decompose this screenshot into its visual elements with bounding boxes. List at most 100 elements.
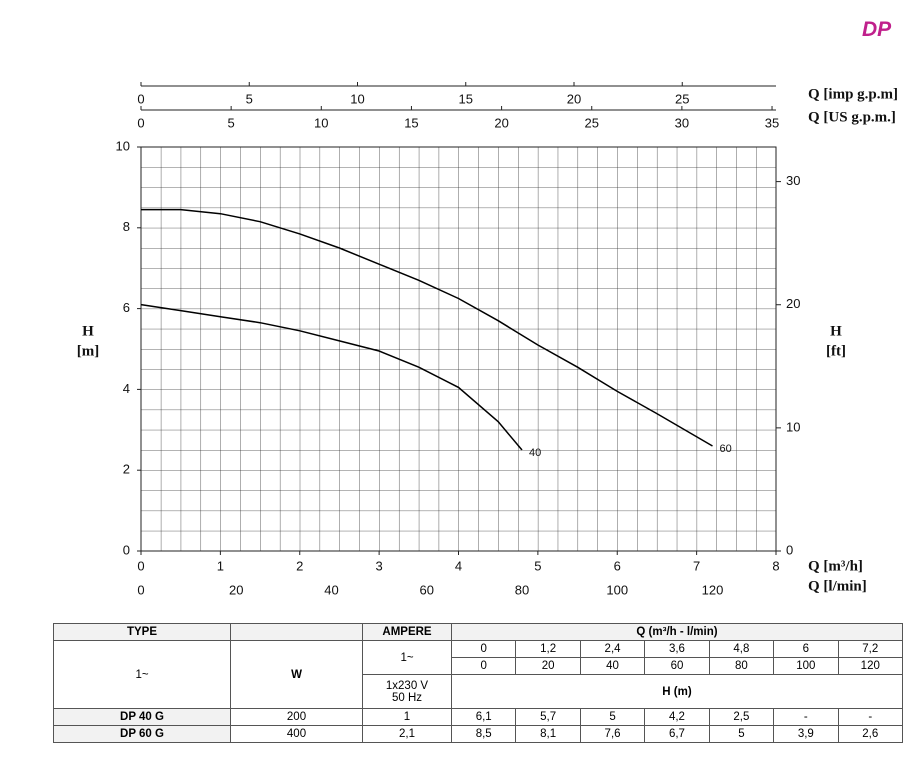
cell: 40 bbox=[579, 657, 646, 675]
cell: 8,5 bbox=[450, 725, 517, 743]
x-tick-label: 20 bbox=[494, 115, 508, 130]
cell: 80 bbox=[708, 657, 775, 675]
cell: 5 bbox=[579, 708, 646, 726]
y-label-unit: [m] bbox=[77, 343, 100, 359]
cell: 2,6 bbox=[837, 725, 904, 743]
x-axis-label: Q [US g.p.m.] bbox=[808, 109, 896, 125]
cell: 60 bbox=[644, 657, 710, 675]
y2-tick-label: 30 bbox=[786, 173, 800, 188]
cell: H (m) bbox=[451, 674, 903, 709]
y-tick-label: 2 bbox=[123, 462, 130, 477]
x-tick-label: 0 bbox=[137, 115, 144, 130]
x-tick-label: 8 bbox=[772, 558, 779, 573]
grid bbox=[141, 147, 776, 551]
cell bbox=[230, 623, 363, 641]
x-tick-label: 15 bbox=[404, 115, 418, 130]
y2-label-unit: [ft] bbox=[826, 343, 846, 359]
cell: 6 bbox=[773, 640, 839, 658]
cell: 1 bbox=[362, 708, 452, 726]
x-tick-label: 1 bbox=[217, 558, 224, 573]
cell: - bbox=[837, 708, 904, 726]
cell: 5,7 bbox=[515, 708, 581, 726]
curve-label: 60 bbox=[720, 443, 732, 455]
x-tick-label: 25 bbox=[675, 91, 689, 106]
x-tick-label: 2 bbox=[296, 558, 303, 573]
x-tick-label: 5 bbox=[246, 91, 253, 106]
cell: 0 bbox=[450, 640, 517, 658]
x-tick-label: 5 bbox=[534, 558, 541, 573]
cell: 2,5 bbox=[708, 708, 775, 726]
cell: 120 bbox=[837, 657, 904, 675]
data-table: TYPE AMPERE Q (m³/h - l/min) 1~ W 1~ 0 1,… bbox=[53, 623, 904, 743]
cell: AMPERE bbox=[362, 623, 452, 641]
voltage: 1x230 V bbox=[385, 679, 429, 692]
x-tick-label: 60 bbox=[420, 582, 434, 597]
curve bbox=[141, 208, 713, 447]
x-tick-label: 0 bbox=[137, 582, 144, 597]
x-tick-label: 6 bbox=[614, 558, 621, 573]
x-label: Q [m³/h] bbox=[808, 558, 863, 574]
y-tick-label: 6 bbox=[123, 300, 130, 315]
y2-tick-label: 10 bbox=[786, 419, 800, 434]
x-tick-label: 35 bbox=[765, 115, 779, 130]
x-tick-label: 3 bbox=[376, 558, 383, 573]
cell: W bbox=[230, 640, 363, 709]
cell: 20 bbox=[515, 657, 581, 675]
y2-tick-label: 0 bbox=[786, 542, 793, 557]
x-tick-label: 120 bbox=[702, 582, 724, 597]
cell: Q (m³/h - l/min) bbox=[451, 623, 903, 641]
curve-label: 40 bbox=[529, 447, 541, 459]
cell: 0 bbox=[450, 657, 517, 675]
x-tick-label: 0 bbox=[137, 91, 144, 106]
cell: 1,2 bbox=[515, 640, 581, 658]
x-tick-label: 5 bbox=[228, 115, 235, 130]
cell: 5 bbox=[708, 725, 775, 743]
cell: 400 bbox=[230, 725, 363, 743]
frequency: 50 Hz bbox=[391, 691, 423, 704]
cell: 6,1 bbox=[450, 708, 517, 726]
cell: 6,7 bbox=[644, 725, 710, 743]
x-tick-label: 4 bbox=[455, 558, 462, 573]
x-tick-label: 25 bbox=[585, 115, 599, 130]
x-tick-label: 15 bbox=[459, 91, 473, 106]
cell: 4,8 bbox=[708, 640, 775, 658]
x-tick-label: 20 bbox=[567, 91, 581, 106]
cell: - bbox=[773, 708, 839, 726]
y-tick-label: 8 bbox=[123, 219, 130, 234]
x-tick-label: 40 bbox=[324, 582, 338, 597]
cell: 7,6 bbox=[579, 725, 646, 743]
y2-label: H bbox=[830, 323, 842, 339]
x-tick-label: 80 bbox=[515, 582, 529, 597]
cell: DP 60 G bbox=[53, 725, 231, 743]
y-tick-label: 4 bbox=[123, 381, 130, 396]
cell: DP 40 G bbox=[53, 708, 231, 726]
cell: 1~ bbox=[362, 640, 452, 675]
cell: 2,4 bbox=[579, 640, 646, 658]
cell: 8,1 bbox=[515, 725, 581, 743]
cell: 2,1 bbox=[362, 725, 452, 743]
x-axis-label: Q [imp g.p.m] bbox=[808, 86, 898, 102]
x-tick-label: 7 bbox=[693, 558, 700, 573]
cell: 3,6 bbox=[644, 640, 710, 658]
cell: 100 bbox=[773, 657, 839, 675]
cell: 1x230 V 50 Hz bbox=[362, 674, 452, 709]
cell: 3,9 bbox=[773, 725, 839, 743]
x-tick-label: 100 bbox=[606, 582, 628, 597]
x-tick-label: 10 bbox=[314, 115, 328, 130]
y-label: H bbox=[82, 323, 94, 339]
x-tick-label: 0 bbox=[137, 558, 144, 573]
y-tick-label: 10 bbox=[116, 138, 130, 153]
x-tick-label: 30 bbox=[675, 115, 689, 130]
x-tick-label: 10 bbox=[350, 91, 364, 106]
cell: 1~ bbox=[53, 640, 231, 709]
cell: 4,2 bbox=[644, 708, 710, 726]
x-tick-label: 20 bbox=[229, 582, 243, 597]
logo: DP bbox=[862, 18, 892, 41]
x-axis-label: Q [l/min] bbox=[808, 578, 867, 594]
y2-tick-label: 20 bbox=[786, 296, 800, 311]
cell: 7,2 bbox=[837, 640, 904, 658]
curve bbox=[140, 303, 523, 451]
cell: TYPE bbox=[53, 623, 231, 641]
